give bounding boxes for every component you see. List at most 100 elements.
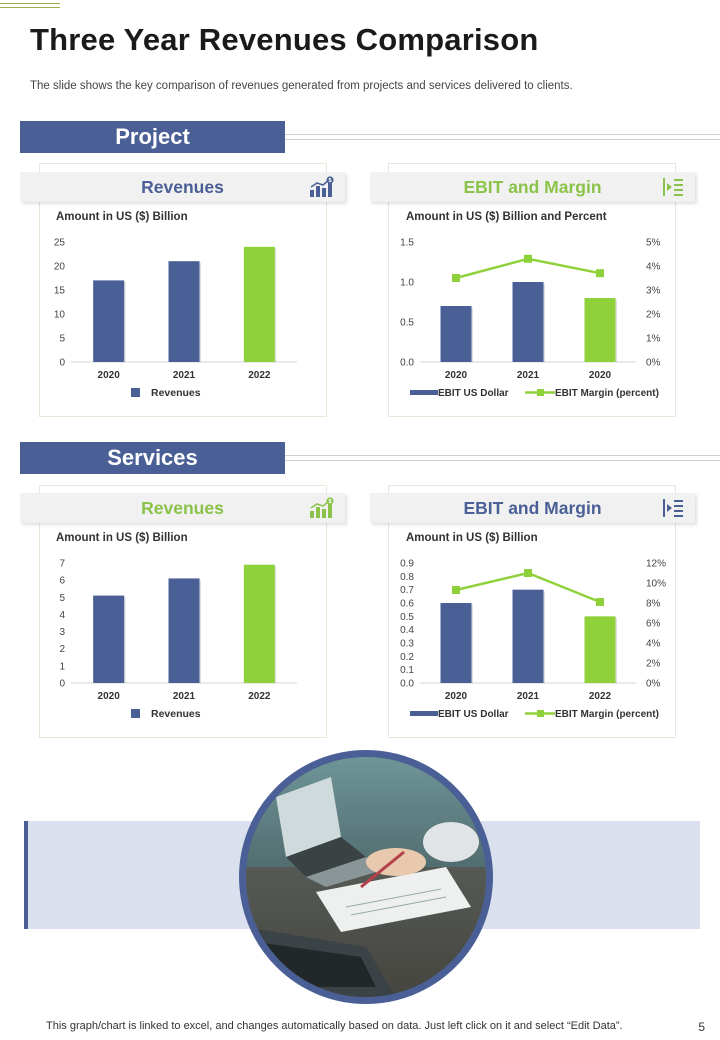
x-tick-label: 2021 — [517, 691, 540, 702]
page-title: Three Year Revenues Comparison — [30, 22, 539, 57]
bar — [243, 564, 275, 683]
bar — [168, 261, 200, 362]
margin-point — [596, 269, 604, 278]
footer-note: This graph/chart is linked to excel, and… — [46, 1020, 623, 1032]
y-tick-label: 0.6 — [400, 599, 414, 610]
amount-label: Amount in US ($) Billion — [56, 532, 188, 544]
card-header-label: EBIT and Margin — [463, 497, 602, 518]
top-accent-line-2 — [0, 7, 60, 8]
y-tick-label: 0.0 — [400, 679, 414, 690]
x-tick-label: 2021 — [173, 370, 196, 381]
legend-swatch-marker — [537, 389, 544, 396]
laptop-desk-illustration — [246, 757, 486, 997]
top-accent-line — [0, 3, 60, 4]
indent-list-icon — [663, 499, 683, 517]
legend-swatch-bar — [131, 709, 140, 718]
section-banner-services: Services — [20, 442, 285, 474]
project-revenues-header: Revenues $ — [20, 172, 345, 202]
y-tick-label: 4 — [59, 610, 65, 621]
y-tick-label: 0.8 — [400, 572, 414, 583]
svg-text:$: $ — [328, 178, 331, 184]
y-tick-label: 0.5 — [400, 612, 414, 623]
x-tick-label: 2020 — [445, 370, 468, 381]
y-tick-label: 0.2 — [400, 652, 414, 663]
y-tick-label: 0 — [59, 358, 65, 369]
amount-label: Amount in US ($) Billion and Percent — [406, 211, 607, 223]
project-revenues-chart: 0 5 10 15 20 25 2020 2021 2022 Revenues — [54, 238, 297, 399]
legend-label: Revenues — [151, 387, 201, 399]
services-revenues-header: Revenues $ — [20, 493, 345, 523]
y2-tick-label: 1% — [646, 334, 661, 345]
y-tick-label: 10 — [54, 310, 66, 321]
bar — [584, 616, 616, 683]
svg-text:$: $ — [328, 499, 331, 505]
margin-point — [524, 569, 532, 577]
project-ebit-header: EBIT and Margin — [370, 172, 695, 202]
legend-label: EBIT Margin (percent) — [555, 388, 659, 399]
services-revenues-chart: 0 1 2 3 4 5 6 7 2020 2021 2022 Revenues — [59, 559, 297, 720]
page-number: 5 — [698, 1020, 705, 1034]
y-tick-label: 0.4 — [400, 625, 414, 636]
bar — [243, 246, 275, 362]
legend-swatch-marker — [537, 710, 544, 717]
y2-tick-label: 2% — [646, 659, 661, 670]
y-tick-label: 15 — [54, 286, 66, 297]
x-tick-label: 2022 — [248, 691, 271, 702]
y-tick-label: 6 — [59, 576, 65, 587]
bar — [440, 306, 472, 362]
bar — [93, 595, 125, 683]
y-tick-label: 0 — [59, 679, 65, 690]
x-tick-label: 2020 — [445, 691, 468, 702]
y-tick-label: 1 — [59, 661, 65, 672]
bar — [512, 589, 544, 683]
x-tick-label: 2022 — [248, 370, 271, 381]
margin-point — [596, 598, 604, 606]
bar — [584, 298, 616, 362]
bar-growth-dollar-icon: $ — [310, 176, 334, 197]
bar — [512, 282, 544, 362]
x-tick-label: 2022 — [589, 691, 612, 702]
x-tick-label: 2021 — [517, 370, 540, 381]
indent-list-icon — [663, 178, 683, 196]
legend-label: EBIT US Dollar — [438, 709, 509, 720]
laptop-photo — [239, 750, 493, 1004]
services-ebit-header: EBIT and Margin — [370, 493, 695, 523]
y2-tick-label: 3% — [646, 286, 661, 297]
card-header-label: EBIT and Margin — [463, 176, 602, 197]
y-tick-label: 0.9 — [400, 559, 414, 570]
page-subtitle: The slide shows the key comparison of re… — [30, 80, 573, 92]
y-tick-label: 0.3 — [400, 639, 414, 650]
y2-tick-label: 12% — [646, 559, 666, 570]
y-tick-label: 0.7 — [400, 585, 414, 596]
y-tick-label: 0.0 — [400, 358, 414, 369]
legend-swatch-bar — [410, 390, 438, 395]
legend-swatch-bar — [131, 388, 140, 397]
y2-tick-label: 6% — [646, 619, 661, 630]
y-tick-label: 5 — [59, 593, 65, 604]
y-tick-label: 0.1 — [400, 665, 414, 676]
section-divider — [285, 134, 720, 140]
card-header-label: Revenues — [141, 497, 224, 518]
y-tick-label: 1.0 — [400, 278, 414, 289]
y-tick-label: 20 — [54, 262, 66, 273]
y-tick-label: 25 — [54, 238, 66, 249]
margin-point — [452, 586, 460, 594]
y2-tick-label: 5% — [646, 238, 661, 249]
x-tick-label: 2020 — [589, 370, 612, 381]
section-divider — [285, 455, 720, 461]
bar — [93, 280, 125, 362]
bar — [168, 578, 200, 683]
y2-tick-label: 10% — [646, 579, 666, 590]
y2-tick-label: 0% — [646, 358, 661, 369]
legend-swatch-bar — [410, 711, 438, 716]
y2-tick-label: 2% — [646, 310, 661, 321]
y-tick-label: 2 — [59, 644, 65, 655]
y-tick-label: 0.5 — [400, 318, 414, 329]
y2-tick-label: 4% — [646, 639, 661, 650]
margin-point — [524, 254, 532, 263]
y-tick-label: 5 — [59, 334, 65, 345]
legend-label: EBIT US Dollar — [438, 388, 509, 399]
y2-tick-label: 8% — [646, 599, 661, 610]
legend-label: EBIT Margin (percent) — [555, 709, 659, 720]
x-tick-label: 2021 — [173, 691, 196, 702]
